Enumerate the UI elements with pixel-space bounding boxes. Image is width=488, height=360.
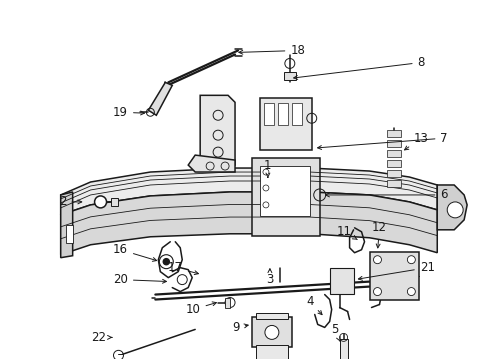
Bar (386, 170, 401, 177)
Circle shape (177, 275, 187, 285)
Circle shape (163, 259, 169, 265)
Circle shape (264, 325, 278, 339)
Bar (386, 150, 401, 157)
Text: 16: 16 (113, 243, 156, 261)
Text: 18: 18 (239, 44, 305, 57)
Bar (386, 130, 401, 137)
Circle shape (407, 256, 414, 264)
Bar (339, 339, 347, 360)
Text: 17: 17 (167, 261, 198, 275)
Bar (260, 98, 311, 150)
Bar (110, 198, 118, 206)
Text: 19: 19 (113, 106, 144, 119)
Text: 15: 15 (0, 359, 1, 360)
Bar (386, 180, 401, 187)
Bar (255, 345, 287, 359)
Text: 20: 20 (113, 273, 166, 286)
Bar (386, 140, 401, 147)
Bar (277, 103, 287, 125)
Bar (251, 318, 291, 347)
Circle shape (407, 288, 414, 296)
Polygon shape (148, 82, 172, 115)
Text: 22: 22 (91, 331, 112, 344)
Text: 2: 2 (59, 195, 81, 208)
Circle shape (447, 202, 462, 218)
Circle shape (373, 256, 381, 264)
Bar (255, 314, 287, 319)
Text: 6: 6 (325, 188, 447, 202)
Polygon shape (61, 192, 436, 255)
Text: 5: 5 (330, 323, 340, 341)
Text: 10: 10 (185, 302, 216, 316)
Bar (386, 160, 401, 167)
Circle shape (159, 255, 173, 269)
Circle shape (373, 288, 381, 296)
Text: 13: 13 (404, 132, 428, 150)
Text: 1: 1 (264, 158, 271, 177)
Text: 3: 3 (265, 269, 273, 286)
Polygon shape (61, 192, 73, 258)
Polygon shape (436, 185, 466, 230)
Text: 21: 21 (358, 261, 434, 280)
Polygon shape (61, 168, 436, 215)
Text: 11: 11 (336, 225, 357, 240)
Bar (291, 103, 301, 125)
Text: 12: 12 (371, 221, 386, 248)
Circle shape (224, 298, 235, 307)
Polygon shape (200, 95, 235, 165)
Circle shape (94, 196, 106, 208)
Bar (264, 103, 273, 125)
Text: 7: 7 (317, 132, 447, 149)
Bar (224, 298, 229, 307)
Bar (329, 268, 353, 293)
Bar (251, 158, 319, 236)
Text: 9: 9 (232, 321, 248, 334)
Text: 8: 8 (293, 56, 424, 80)
Bar (283, 72, 295, 80)
Polygon shape (188, 155, 235, 172)
Text: 14: 14 (0, 359, 1, 360)
Bar (65, 225, 73, 243)
Bar (369, 252, 419, 300)
Text: 4: 4 (305, 295, 322, 315)
Bar (260, 166, 309, 216)
